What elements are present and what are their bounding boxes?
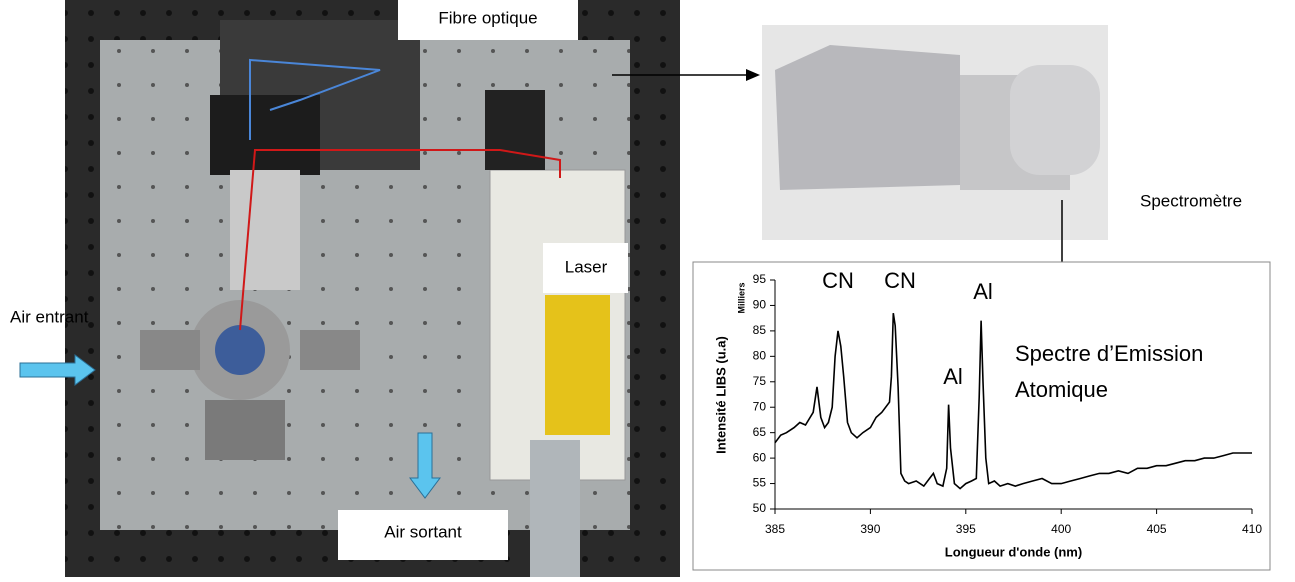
y-tick-label: 75 [753,374,767,388]
y-tick-label: 85 [753,323,767,337]
y-axis-unit: Milliers [736,282,746,313]
peak-label: CN [884,268,916,293]
label-box [338,510,508,560]
chart-frame [692,261,1271,571]
label: Fibre optique [438,8,537,27]
label: Air sortant [384,522,462,541]
label-box [398,0,578,40]
y-tick-label: 50 [753,501,767,515]
x-tick-label: 400 [1051,522,1071,536]
spectrum-line [774,312,1252,490]
chart-note: Atomique [1015,377,1108,402]
y-tick-label: 60 [753,450,767,464]
spectrometer-photo [762,25,1108,240]
y-tick-label: 65 [753,425,767,439]
x-tick-label: 385 [765,522,785,536]
x-tick-label: 405 [1147,522,1167,536]
x-tick-label: 395 [956,522,976,536]
x-tick-label: 410 [1242,522,1262,536]
y-tick-label: 95 [753,272,767,286]
y-tick-label: 55 [753,476,767,490]
y-tick-label: 90 [753,298,767,312]
peak-label: Al [943,364,963,389]
arrows [19,69,1068,499]
y-axis-title: Intensité LIBS (u.a) [713,336,728,454]
chart-note: Spectre d’Emission [1015,341,1203,366]
peak-label: CN [822,268,854,293]
label-box [543,243,628,293]
label: Spectromètre [1140,191,1242,210]
y-tick-label: 70 [753,399,767,413]
label: Laser [565,257,608,276]
x-tick-label: 390 [860,522,880,536]
chart: 50 55 60 65 70 75 80 85 90 95 385 390 395 400 405 410 Lo… [713,268,1262,560]
y-tick-label: 80 [753,349,767,363]
label: Air entrant [10,307,89,326]
x-axis-title: Longueur d'onde (nm) [945,544,1082,559]
peak-label: Al [973,279,993,304]
